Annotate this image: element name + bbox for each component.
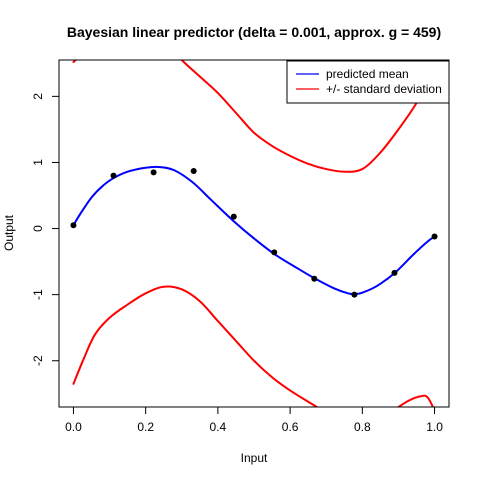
data-point bbox=[190, 168, 197, 175]
legend-label-mean: predicted mean bbox=[326, 67, 409, 81]
y-tick-label: 1 bbox=[31, 159, 45, 166]
series-line-2 bbox=[72, 285, 435, 407]
x-axis: 0.0 0.2 0.4 0.6 0.8 1.0 bbox=[65, 406, 443, 434]
series-line-0 bbox=[72, 165, 436, 296]
y-axis: -2 -1 0 1 2 bbox=[31, 93, 60, 366]
data-point bbox=[230, 213, 237, 220]
x-tick-label: 0.0 bbox=[65, 420, 82, 434]
legend: predicted mean +/- standard deviation bbox=[286, 60, 450, 104]
plot-frame bbox=[58, 59, 450, 408]
y-axis-label: Output bbox=[2, 214, 16, 251]
x-tick-label: 0.8 bbox=[354, 420, 371, 434]
y-tick-label: -2 bbox=[31, 355, 45, 366]
data-point bbox=[391, 269, 398, 276]
points-layer bbox=[70, 168, 438, 298]
x-tick-label: 0.2 bbox=[137, 420, 154, 434]
legend-label-sd: +/- standard deviation bbox=[326, 82, 442, 96]
x-tick-label: 0.4 bbox=[210, 420, 227, 434]
data-point bbox=[431, 233, 438, 240]
data-point bbox=[311, 275, 318, 282]
data-point bbox=[351, 291, 358, 298]
x-tick-label: 0.6 bbox=[282, 420, 299, 434]
chart-title: Bayesian linear predictor (delta = 0.001… bbox=[67, 24, 441, 40]
series-line-1 bbox=[72, 60, 436, 173]
y-tick-label: 0 bbox=[31, 225, 45, 232]
data-point bbox=[70, 222, 77, 229]
y-tick-label: -1 bbox=[31, 289, 45, 300]
y-tick-label: 2 bbox=[31, 93, 45, 100]
plot-area bbox=[58, 59, 450, 408]
data-point bbox=[110, 172, 117, 179]
data-point bbox=[271, 249, 278, 256]
x-axis-label: Input bbox=[241, 451, 268, 465]
data-point bbox=[150, 169, 157, 176]
x-tick-label: 1.0 bbox=[426, 420, 443, 434]
legend-box bbox=[286, 60, 450, 104]
